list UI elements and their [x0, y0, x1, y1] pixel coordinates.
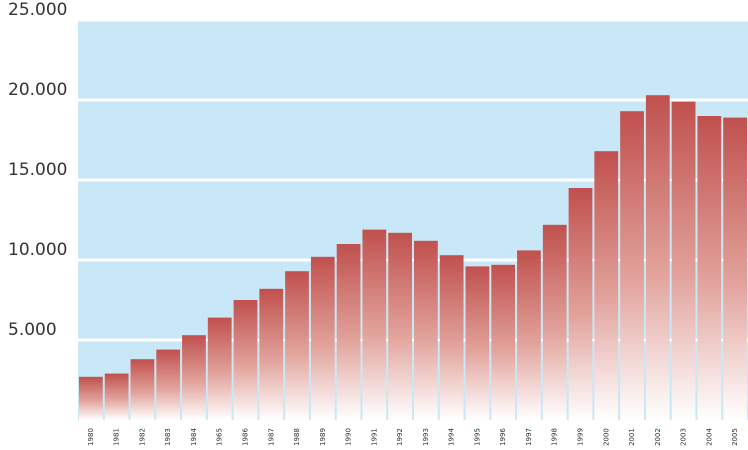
bar [672, 102, 696, 420]
x-tick-label: 1989 [319, 428, 327, 446]
x-tick-label: 1983 [164, 428, 172, 446]
x-tick-label: 1991 [370, 428, 378, 446]
x-tick-label: 1987 [267, 428, 275, 446]
bar [156, 350, 180, 420]
bar [646, 95, 670, 420]
y-tick-label: 25.000 [8, 0, 67, 20]
bar [285, 271, 309, 420]
x-tick-label: 1993 [422, 428, 430, 446]
x-tick-label: 1994 [448, 428, 456, 446]
x-tick-label: 1998 [551, 428, 559, 446]
bar [723, 118, 747, 420]
x-tick-label: 1992 [396, 428, 404, 446]
x-tick-label: 1990 [345, 428, 353, 446]
chart: 5.000 10.000 15.000 20.000 25.000 1980 1981 198… [0, 0, 748, 450]
y-tick-label: 15.000 [8, 160, 67, 180]
x-tick-label: 1984 [190, 428, 198, 446]
x-tick-label: 1982 [138, 428, 146, 446]
x-tick-label: 2004 [705, 428, 713, 446]
bar [388, 233, 412, 420]
x-tick-label: 2002 [654, 428, 662, 446]
x-tick-label: 1988 [293, 428, 301, 446]
x-tick-label: 2000 [602, 428, 610, 446]
bar [466, 266, 490, 420]
x-tick-label: 1995 [473, 428, 481, 446]
bar [79, 377, 103, 420]
bar [105, 374, 129, 420]
x-tick-label: 1981 [113, 428, 121, 446]
x-tick-label: 1965 [216, 428, 224, 446]
x-tick-label: 2001 [628, 428, 636, 446]
x-tick-label: 1996 [499, 428, 507, 446]
bar [517, 250, 541, 420]
bar [131, 359, 155, 420]
x-tick-label: 1999 [577, 428, 585, 446]
x-tick-label: 1997 [525, 428, 533, 446]
x-tick-label: 1980 [87, 428, 95, 446]
bar [208, 318, 232, 420]
bar [337, 244, 361, 420]
x-tick-label: 2005 [731, 428, 739, 446]
bar [697, 116, 721, 420]
bar [259, 289, 283, 420]
bar [594, 151, 618, 420]
bar [543, 225, 567, 420]
bar [362, 230, 386, 420]
bar [620, 111, 644, 420]
x-tick-label: 2003 [680, 428, 688, 446]
bar [414, 241, 438, 420]
bar [234, 300, 258, 420]
bar [569, 188, 593, 420]
y-tick-label: 20.000 [8, 80, 67, 100]
bar [440, 255, 464, 420]
bar [491, 265, 515, 420]
y-tick-label: 10.000 [8, 240, 67, 260]
bar [182, 335, 206, 420]
bar [311, 257, 335, 420]
x-tick-label: 1986 [242, 428, 250, 446]
y-tick-label: 5.000 [8, 320, 57, 340]
